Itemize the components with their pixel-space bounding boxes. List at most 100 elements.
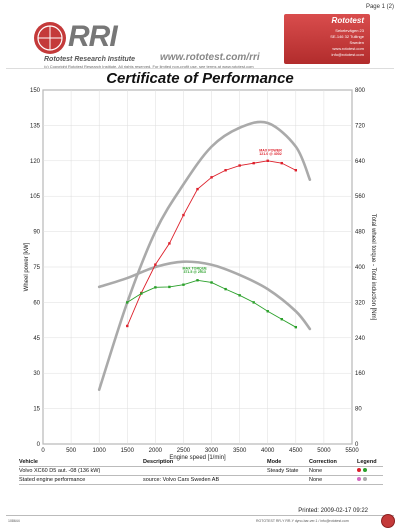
data-point: [210, 281, 213, 284]
y2-tick-label: 560: [355, 194, 366, 200]
y2-axis-label: Total wheel torque - Total induction [Nm…: [370, 214, 376, 321]
y2-tick-label: 160: [355, 371, 366, 377]
correction-cell: None: [309, 477, 323, 483]
x-tick-label: 0: [41, 448, 45, 454]
data-point: [224, 169, 227, 172]
y2-tick-label: 640: [355, 159, 366, 165]
chart-annotation: MAX TORQUE: [183, 266, 208, 270]
y-tick-label: 60: [33, 300, 40, 306]
x-tick-label: 3500: [233, 448, 247, 454]
copyright-line: (c) Copyright Rototest Research Institut…: [44, 64, 254, 69]
data-point: [266, 310, 269, 313]
column-header: Description: [143, 459, 174, 465]
column-header: Mode: [267, 459, 282, 465]
correction-cell: None: [309, 468, 323, 474]
header-divider: [6, 68, 394, 69]
chart-annotation: MAX POWER: [259, 148, 282, 152]
y-tick-label: 150: [30, 88, 41, 94]
data-point: [126, 301, 129, 304]
y2-tick-label: 80: [355, 407, 362, 413]
x-tick-label: 1000: [93, 448, 107, 454]
website-link[interactable]: www.rototest.com/rri: [160, 52, 260, 63]
address-line: info@rototest.com: [331, 52, 364, 57]
data-point: [196, 279, 199, 282]
data-point: [182, 283, 185, 286]
table-row: Stated engine performance source: Volvo …: [19, 476, 383, 485]
x-tick-label: 500: [66, 448, 77, 454]
table-header-row: Vehicle Description Mode Correction Lege…: [19, 458, 383, 467]
data-point: [182, 213, 185, 217]
x-tick-label: 2500: [177, 448, 191, 454]
y-tick-label: 90: [33, 230, 40, 236]
data-point: [168, 242, 171, 245]
column-header: Legend: [357, 459, 377, 465]
data-point: [294, 169, 298, 172]
address-title: Rototest: [331, 16, 364, 25]
y2-tick-label: 400: [355, 265, 366, 271]
certificate-title: Certificate of Performance: [106, 70, 294, 87]
legend-power-dot: [357, 468, 361, 472]
data-point: [168, 285, 171, 289]
x-tick-label: 4500: [289, 448, 303, 454]
legend-stated-torque-dot: [363, 477, 367, 481]
data-point: [238, 294, 241, 297]
org-name: Rototest Research Institute: [44, 56, 136, 63]
y-tick-label: 0: [37, 442, 41, 448]
data-point: [154, 263, 157, 266]
rri-logo: [34, 22, 66, 54]
chart-annotation: 121.0 @ 4002: [259, 152, 282, 156]
vehicle-cell: Stated engine performance: [19, 477, 86, 483]
data-point: [280, 318, 283, 321]
y-tick-label: 30: [33, 371, 40, 377]
table-row: Volvo XC60 D5 aut. -08 (136 kW) Steady S…: [19, 467, 383, 476]
data-point: [210, 176, 213, 179]
data-point: [224, 287, 227, 291]
data-point: [238, 164, 241, 167]
y-tick-label: 135: [30, 123, 41, 129]
legend-stated-power-dot: [357, 477, 361, 481]
y2-tick-label: 240: [355, 336, 366, 342]
x-tick-label: 3000: [205, 448, 219, 454]
y2-tick-label: 480: [355, 230, 366, 236]
data-point: [140, 292, 143, 295]
page-number: Page 1 (2): [365, 4, 394, 10]
letterhead: RRI Rototest Research Institute (c) Copy…: [0, 12, 400, 69]
footer-divider: [6, 515, 394, 516]
y-tick-label: 75: [33, 265, 40, 271]
data-point: [294, 325, 298, 329]
legend-cell: [357, 477, 369, 483]
mode-cell: Steady State: [267, 468, 299, 474]
data-point: [154, 286, 157, 289]
x-tick-label: 4000: [261, 448, 275, 454]
address-line: SE-146 32 Tullinge: [330, 34, 364, 39]
legend-cell: [357, 468, 369, 474]
y2-tick-label: 0: [355, 442, 359, 448]
vehicle-cell: Volvo XC60 D5 aut. -08 (136 kW): [19, 468, 101, 474]
x-tick-label: 1500: [121, 448, 135, 454]
y-axis-label: Wheel power [kW]: [24, 242, 30, 291]
column-header: Correction: [309, 459, 337, 465]
data-point: [252, 301, 255, 304]
x-tick-label: 5000: [317, 448, 331, 454]
address-banner: [284, 14, 370, 64]
stated-curve: [97, 260, 312, 331]
address-line: Sekelevägen 23: [335, 28, 364, 33]
chart-annotation: 371.5 @ 2913: [183, 270, 206, 274]
brand-wordmark: RRI: [68, 20, 118, 53]
data-point: [280, 161, 283, 165]
footer-copyright: ROTOTEST RR-Y RR-Y dyno-bar-ver.1 / info…: [256, 519, 349, 523]
address-line: Sweden: [349, 40, 364, 45]
data-point: [252, 161, 255, 165]
x-tick-label: 2000: [149, 448, 163, 454]
y-tick-label: 15: [33, 407, 40, 413]
stated-curve: [97, 120, 312, 392]
y2-tick-label: 800: [355, 88, 366, 94]
x-axis-label: Engine speed [1/min]: [169, 455, 226, 461]
rototest-seal-icon: [381, 514, 395, 528]
column-header: Vehicle: [19, 459, 38, 465]
legend-torque-dot: [363, 468, 367, 472]
data-point: [126, 324, 129, 328]
data-point: [266, 159, 269, 162]
y-tick-label: 120: [30, 159, 41, 165]
rri-globe-icon: [34, 22, 66, 54]
